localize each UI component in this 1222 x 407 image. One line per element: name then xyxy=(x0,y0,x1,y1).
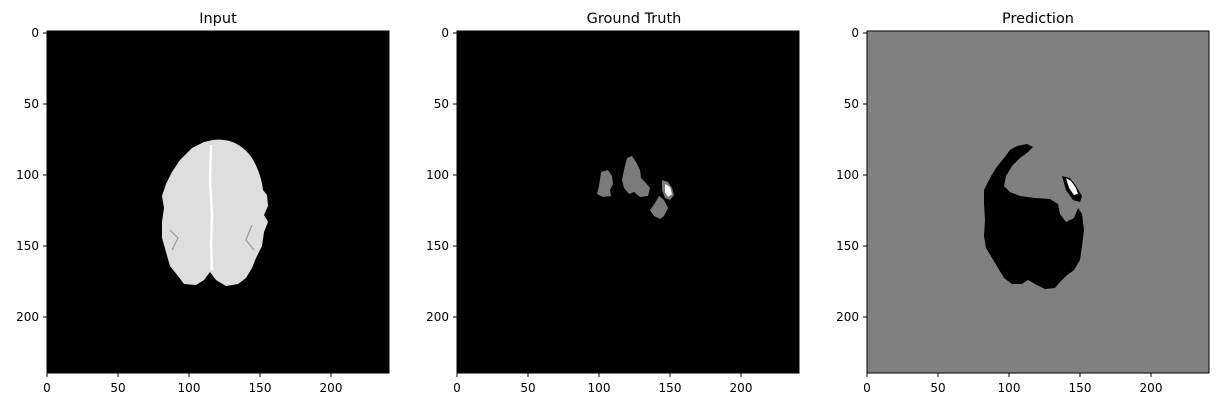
x-tick-label: 0 xyxy=(43,381,51,395)
ticks-input xyxy=(43,32,332,377)
panel-title-input: Input xyxy=(199,11,237,27)
y-tick-label: 200 xyxy=(836,310,859,324)
y-tick-label: 100 xyxy=(426,168,449,182)
prediction-labels xyxy=(984,144,1084,289)
x-tick-label: 50 xyxy=(110,381,125,395)
y-tick-label: 150 xyxy=(426,239,449,253)
x-tick-label: 100 xyxy=(998,381,1021,395)
y-tick-label: 100 xyxy=(836,168,859,182)
panel-title-prediction: Prediction xyxy=(1002,11,1074,27)
brain-folds xyxy=(169,224,255,251)
brain-midline xyxy=(208,144,214,271)
y-tick-label: 50 xyxy=(24,97,39,111)
y-tick-label: 50 xyxy=(434,97,449,111)
ticks-ground-truth xyxy=(453,32,742,377)
label-region-gray xyxy=(650,196,668,219)
label-region-white xyxy=(665,184,672,197)
x-tick-label: 50 xyxy=(520,381,535,395)
x-tick-label: 100 xyxy=(178,381,201,395)
brain-texture xyxy=(162,139,268,286)
x-tick-label: 200 xyxy=(320,381,343,395)
y-tick-label: 200 xyxy=(426,310,449,324)
axes-frame-prediction xyxy=(866,30,1210,374)
panel-input: Input 0 50 100 150 200 0 50 100 150 200 xyxy=(16,11,390,395)
ground-truth-labels xyxy=(597,156,674,219)
axes-frame-input xyxy=(46,30,390,374)
x-tick-label: 200 xyxy=(1140,381,1163,395)
x-tick-label: 100 xyxy=(588,381,611,395)
prediction-region-black xyxy=(984,144,1084,289)
x-tick-label: 150 xyxy=(659,381,682,395)
y-tick-label: 150 xyxy=(836,239,859,253)
x-tick-label: 50 xyxy=(930,381,945,395)
image-ground-truth-background xyxy=(457,31,799,373)
y-tick-label: 150 xyxy=(16,239,39,253)
y-tick-label: 200 xyxy=(16,310,39,324)
panel-prediction: Prediction 0 50 100 150 200 0 50 100 150… xyxy=(836,11,1210,395)
y-tick-label: 50 xyxy=(844,97,859,111)
axes-frame-ground-truth xyxy=(456,30,800,374)
y-tick-label: 0 xyxy=(441,26,449,40)
x-tick-label: 200 xyxy=(730,381,753,395)
label-region-gray xyxy=(597,170,613,197)
ticks-prediction xyxy=(863,32,1152,377)
y-tick-label: 100 xyxy=(16,168,39,182)
x-tick-label: 0 xyxy=(453,381,461,395)
panel-title-ground-truth: Ground Truth xyxy=(587,11,682,27)
prediction-region-white xyxy=(1066,178,1078,195)
y-tick-label: 0 xyxy=(851,26,859,40)
panel-ground-truth: Ground Truth 0 50 100 150 200 0 50 100 1… xyxy=(426,11,800,395)
y-tick-label: 0 xyxy=(31,26,39,40)
brain-slice xyxy=(162,139,268,286)
x-tick-label: 0 xyxy=(863,381,871,395)
label-region-gray xyxy=(622,156,650,197)
x-tick-label: 150 xyxy=(249,381,272,395)
x-tick-label: 150 xyxy=(1069,381,1092,395)
